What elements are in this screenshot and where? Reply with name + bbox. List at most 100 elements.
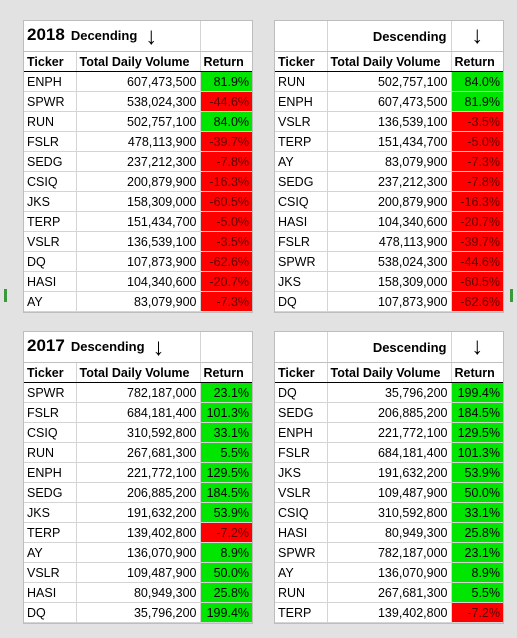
year-label: 2018 (27, 25, 65, 45)
header-volume: Total Daily Volume (327, 362, 452, 383)
volume-cell: 139,402,800 (76, 522, 201, 543)
header-ticker: Ticker (275, 362, 328, 383)
table-row: JKS 158,309,000 -60.5% (275, 271, 503, 292)
down-arrow-icon: ↓ (471, 22, 484, 49)
header-row: Ticker Total Daily Volume Return (24, 362, 253, 383)
return-cell: 199.4% (200, 602, 253, 623)
ticker-cell: DQ (24, 251, 77, 272)
ticker-cell: VSLR (275, 482, 328, 503)
table-row: ENPH 221,772,100 129.5% (24, 462, 253, 483)
down-arrow-icon: ↓ (471, 333, 484, 360)
volume-cell: 158,309,000 (76, 191, 201, 212)
ticker-cell: JKS (24, 502, 77, 523)
data-table: 2017 Descending ↓ Ticker Total Daily Volume R… (24, 332, 253, 623)
volume-cell: 478,113,900 (327, 231, 452, 252)
table-row: RUN 502,757,100 84.0% (275, 71, 503, 92)
volume-cell: 109,487,900 (327, 482, 452, 503)
title-blank-cell (200, 21, 253, 52)
ticker-cell: DQ (275, 382, 328, 403)
volume-cell: 136,070,900 (76, 542, 201, 563)
table-row: SEDG 237,212,300 -7.8% (275, 171, 503, 192)
ticker-cell: SPWR (24, 382, 77, 403)
return-cell: -44.6% (200, 91, 253, 112)
ticker-cell: AY (275, 151, 328, 172)
volume-cell: 237,212,300 (327, 171, 452, 192)
return-cell: -62.6% (451, 291, 503, 312)
volume-cell: 83,079,900 (327, 151, 452, 172)
sort-label: Descending (70, 339, 145, 355)
table-row: CSIQ 310,592,800 33.1% (275, 502, 503, 523)
table-row: ENPH 221,772,100 129.5% (275, 422, 503, 443)
ticker-cell: TERP (24, 211, 77, 232)
sort-label: Descending (372, 339, 447, 355)
ticker-cell: HASI (275, 211, 328, 232)
ticker-cell: FSLR (24, 402, 77, 423)
table-row: VSLR 109,487,900 50.0% (275, 482, 503, 503)
header-row: Ticker Total Daily Volume Return (24, 51, 253, 72)
volume-cell: 191,632,200 (327, 462, 452, 483)
ticker-cell: VSLR (24, 562, 77, 583)
return-cell: 84.0% (451, 71, 503, 92)
ticker-cell: VSLR (24, 231, 77, 252)
ticker-cell: SEDG (24, 482, 77, 503)
table-row: SEDG 206,885,200 184.5% (24, 482, 253, 503)
table-row: JKS 191,632,200 53.9% (275, 462, 503, 483)
table-row: CSIQ 200,879,900 -16.3% (275, 191, 503, 212)
return-cell: -7.2% (451, 602, 503, 623)
table-row: TERP 151,434,700 -5.0% (24, 211, 253, 232)
return-cell: 25.8% (200, 582, 253, 603)
table-row: RUN 502,757,100 84.0% (24, 111, 253, 132)
ticker-cell: HASI (275, 522, 328, 543)
table-row: ENPH 607,473,500 81.9% (24, 71, 253, 92)
table-row: RUN 267,681,300 5.5% (275, 582, 503, 603)
return-cell: -60.5% (451, 271, 503, 292)
ticker-cell: JKS (24, 191, 77, 212)
table-row: AY 83,079,900 -7.3% (275, 151, 503, 172)
return-cell: 53.9% (200, 502, 253, 523)
ticker-cell: AY (24, 542, 77, 563)
header-ticker: Ticker (24, 51, 77, 72)
volume-cell: 782,187,000 (76, 382, 201, 403)
table-row: DQ 35,796,200 199.4% (275, 382, 503, 403)
volume-cell: 136,070,900 (327, 562, 452, 583)
return-cell: 5.5% (200, 442, 253, 463)
return-cell: -16.3% (451, 191, 503, 212)
volume-cell: 139,402,800 (327, 602, 452, 623)
ticker-cell: RUN (275, 71, 328, 92)
volume-cell: 200,879,900 (327, 191, 452, 212)
header-ticker: Ticker (275, 51, 328, 72)
ticker-cell: RUN (24, 442, 77, 463)
volume-cell: 267,681,300 (76, 442, 201, 463)
table-row: SPWR 538,024,300 -44.6% (24, 91, 253, 112)
volume-cell: 221,772,100 (327, 422, 452, 443)
year-label: 2017 (27, 336, 65, 356)
title-blank-cell (200, 332, 253, 363)
sort-label: Decending (70, 28, 138, 44)
ticker-cell: AY (24, 291, 77, 312)
volume-cell: 221,772,100 (76, 462, 201, 483)
return-cell: -39.7% (200, 131, 253, 152)
return-cell: -3.5% (200, 231, 253, 252)
title-row: Descending ↓ (275, 332, 503, 363)
title-cell: Descending (327, 332, 452, 363)
table-row: HASI 80,949,300 25.8% (24, 582, 253, 603)
table-row: HASI 104,340,600 -20.7% (275, 211, 503, 232)
title-row: Descending ↓ (275, 21, 503, 52)
ticker-cell: HASI (24, 271, 77, 292)
return-cell: 25.8% (451, 522, 503, 543)
panel-2017-by-volume: 2017 Descending ↓ Ticker Total Daily Volume R… (23, 331, 253, 624)
volume-cell: 538,024,300 (327, 251, 452, 272)
title-cell: Descending (327, 21, 452, 52)
volume-cell: 684,181,400 (76, 402, 201, 423)
return-cell: 129.5% (451, 422, 503, 443)
ticker-cell: TERP (275, 131, 328, 152)
volume-cell: 151,434,700 (76, 211, 201, 232)
return-cell: -7.3% (451, 151, 503, 172)
table-row: AY 136,070,900 8.9% (275, 562, 503, 583)
return-cell: -7.3% (200, 291, 253, 312)
volume-cell: 35,796,200 (327, 382, 452, 403)
ticker-cell: JKS (275, 271, 328, 292)
table-row: CSIQ 200,879,900 -16.3% (24, 171, 253, 192)
return-cell: 81.9% (451, 91, 503, 112)
ticker-cell: SEDG (275, 402, 328, 423)
